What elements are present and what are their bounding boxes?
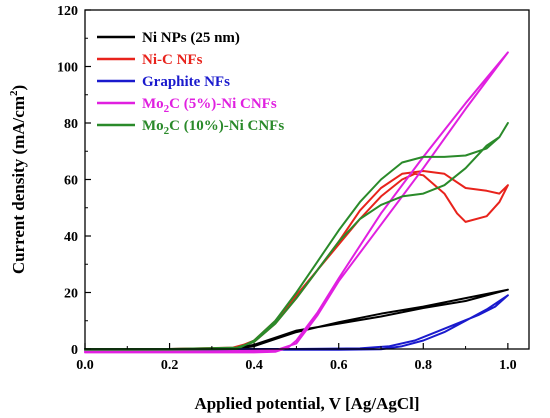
series-line-4 (84, 122, 509, 351)
x-tick-label: 0.4 (245, 358, 263, 373)
x-axis-title: Applied potential, V [Ag/AgCl] (194, 394, 419, 413)
legend-label: Mo2C (10%)-Ni CNFs (142, 118, 284, 137)
series-line-0 (84, 288, 509, 351)
ticks-layer: 0.0 0.2 0.4 0.6 0.8 1.0 0 20 40 60 80 100 120 (57, 4, 517, 373)
x-tick-label: 0.2 (161, 358, 179, 373)
x-tick-label: 0.8 (415, 358, 433, 373)
x-tick-label: 0.0 (76, 358, 94, 373)
x-tick-label: 0.6 (330, 358, 348, 373)
legend-label: Ni NPs (25 nm) (142, 30, 240, 46)
legend-label: Graphite NFs (142, 74, 230, 90)
series-line-3 (84, 51, 509, 354)
legend: Ni NPs (25 nm) Ni-C NFs Graphite NFs Mo2C (… (97, 30, 284, 137)
y-tick-label: 20 (64, 287, 78, 302)
series-line-1 (84, 170, 509, 351)
y-axis-title: Current density (mA/cm2) (8, 85, 28, 274)
y-tick-label: 120 (57, 4, 78, 19)
y-tick-label: 80 (64, 117, 78, 132)
legend-label: Mo2C (5%)-Ni CNFs (142, 96, 277, 115)
y-tick-label: 100 (57, 61, 78, 76)
y-tick-label: 0 (71, 343, 78, 358)
legend-label: Ni-C NFs (142, 52, 203, 68)
y-tick-label: 60 (64, 174, 78, 189)
y-tick-label: 40 (64, 230, 78, 245)
x-tick-label: 1.0 (499, 358, 517, 373)
